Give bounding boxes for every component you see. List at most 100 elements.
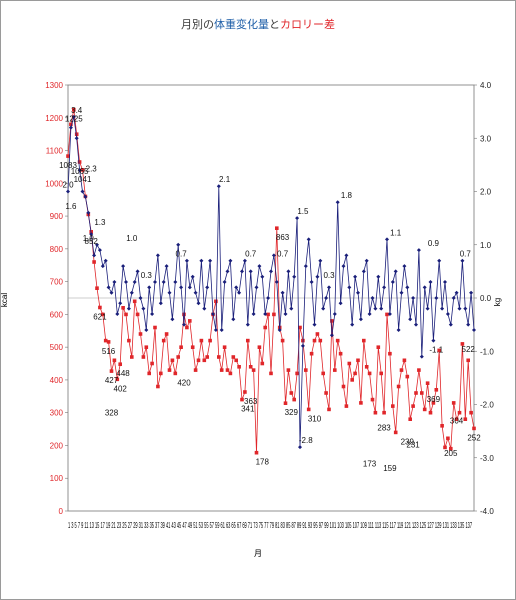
point-marker: [362, 338, 366, 343]
point-marker: [167, 368, 172, 372]
point-marker: [115, 312, 120, 316]
point-marker: [240, 397, 244, 402]
point-marker: [309, 351, 314, 356]
point-marker: [153, 280, 157, 284]
point-marker: [156, 384, 160, 389]
point-marker: [303, 264, 308, 269]
point-marker: [373, 306, 378, 311]
point-marker: [422, 285, 427, 290]
point-marker: [237, 290, 242, 295]
data-label-calorie: 1065: [71, 167, 89, 176]
point-marker: [103, 258, 108, 263]
point-marker: [416, 248, 421, 253]
point-marker: [138, 332, 143, 336]
point-marker: [176, 355, 180, 359]
point-marker: [196, 358, 201, 363]
point-marker: [387, 312, 392, 316]
point-marker: [219, 328, 224, 332]
point-marker: [463, 417, 468, 421]
point-marker: [321, 306, 326, 311]
point-marker: [121, 264, 126, 269]
point-marker: [382, 410, 386, 415]
right-tick-label: 4.0: [480, 81, 492, 90]
right-tick-label: -4.0: [480, 507, 494, 516]
point-marker: [74, 136, 79, 141]
data-label-weight: 2.1: [219, 175, 231, 184]
point-marker: [66, 189, 70, 194]
point-marker: [275, 226, 279, 230]
point-marker: [315, 332, 320, 336]
data-label-weight: 2.3: [86, 165, 98, 174]
series-weight: [66, 114, 476, 450]
point-marker: [414, 391, 418, 395]
left-tick-label: 1100: [46, 147, 64, 156]
data-label-calorie: 1225: [65, 115, 83, 124]
data-label-weight: 0.9: [428, 239, 440, 248]
point-marker: [289, 391, 294, 395]
point-marker: [437, 258, 442, 263]
point-marker: [304, 368, 308, 372]
point-marker: [161, 280, 166, 284]
point-marker: [170, 358, 175, 363]
point-marker: [414, 322, 418, 327]
point-marker: [266, 312, 270, 317]
data-label-calorie: 178: [256, 458, 270, 467]
point-marker: [86, 210, 91, 215]
point-marker: [443, 445, 447, 450]
data-label-calorie: 341: [241, 404, 255, 413]
point-marker: [184, 258, 189, 263]
data-label-weight: 1.8: [341, 191, 353, 200]
point-marker: [121, 306, 125, 310]
data-label-calorie: 239: [401, 438, 415, 447]
point-marker: [71, 114, 76, 119]
point-marker: [234, 358, 238, 363]
data-label-calorie: 402: [114, 384, 128, 393]
point-marker: [164, 332, 169, 336]
point-marker: [431, 401, 436, 405]
point-marker: [115, 377, 120, 382]
point-marker: [216, 184, 221, 189]
point-marker: [161, 338, 166, 343]
point-marker: [240, 269, 244, 274]
point-marker: [106, 340, 111, 344]
point-marker: [364, 365, 369, 369]
point-marker: [159, 371, 163, 376]
point-marker: [283, 401, 288, 405]
data-label-calorie: 363: [244, 397, 258, 406]
data-label-calorie: 231: [406, 440, 420, 449]
point-marker: [213, 328, 218, 332]
point-marker: [408, 317, 413, 322]
data-label-calorie: 420: [177, 378, 191, 387]
left-tick-label: 700: [50, 278, 64, 287]
point-marker: [350, 322, 355, 327]
point-marker: [408, 417, 412, 421]
right-tick-label: 3.0: [480, 134, 492, 143]
point-marker: [179, 285, 184, 290]
chart-title: 月別の体重変化量とカロリー差: [181, 17, 335, 31]
point-marker: [306, 237, 311, 242]
data-label-weight: 1.0: [126, 234, 138, 243]
point-marker: [199, 258, 204, 263]
data-label-calorie: 427: [105, 376, 119, 385]
point-marker: [350, 378, 354, 382]
point-marker: [446, 436, 450, 441]
data-label-calorie: 252: [467, 433, 481, 442]
point-marker: [109, 290, 114, 295]
point-marker: [245, 322, 250, 327]
point-marker: [344, 404, 349, 408]
point-marker: [98, 305, 102, 310]
data-label-calorie: 863: [276, 233, 290, 242]
point-marker: [263, 325, 267, 330]
data-label-weight: 0.7: [245, 250, 257, 259]
point-marker: [422, 407, 427, 412]
point-marker: [269, 269, 273, 274]
point-marker: [248, 365, 253, 369]
point-marker: [246, 338, 250, 343]
point-marker: [80, 168, 85, 172]
point-marker: [225, 269, 230, 274]
point-marker: [367, 371, 372, 376]
point-marker: [193, 290, 198, 295]
point-marker: [393, 430, 398, 435]
point-marker: [292, 397, 296, 402]
